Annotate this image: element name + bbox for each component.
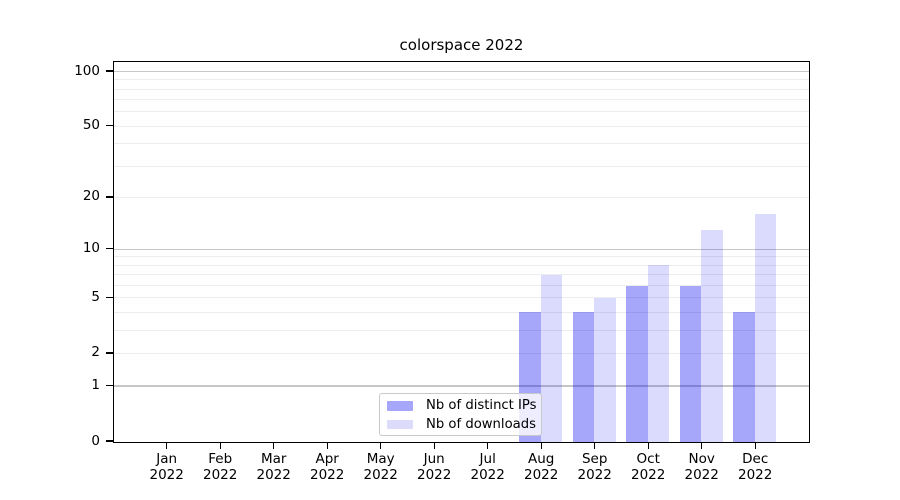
x-tick-label-oct: Oct 2022 bbox=[631, 451, 666, 483]
gridline-minor-50 bbox=[114, 125, 809, 127]
gridline-minor-8 bbox=[114, 264, 809, 266]
y-tick-label-10: 10 bbox=[82, 240, 100, 257]
bar-distinct-ips-sep bbox=[572, 312, 595, 442]
gridline-minor-3 bbox=[114, 329, 809, 331]
x-tick-mark-oct bbox=[647, 442, 649, 449]
gridline-minor-90 bbox=[114, 79, 809, 81]
bar-downloads-nov bbox=[701, 229, 723, 442]
x-tick-label-apr: Apr 2022 bbox=[310, 451, 345, 483]
x-tick-label-sep: Sep 2022 bbox=[577, 451, 612, 483]
x-tick-mark-may bbox=[380, 442, 382, 449]
x-tick-mark-jun bbox=[433, 442, 435, 449]
x-tick-label-may: May 2022 bbox=[363, 451, 398, 483]
gridline-minor-5 bbox=[114, 297, 809, 299]
x-tick-mark-sep bbox=[594, 442, 596, 449]
legend-swatch-downloads bbox=[387, 419, 413, 429]
bar-distinct-ips-nov bbox=[679, 285, 702, 442]
x-tick-label-mar: Mar 2022 bbox=[256, 451, 291, 483]
y-tick-mark-20 bbox=[105, 196, 113, 198]
x-tick-mark-nov bbox=[701, 442, 703, 449]
legend: Nb of distinct IPs Nb of downloads bbox=[379, 392, 542, 436]
x-tick-label-jun: Jun 2022 bbox=[417, 451, 452, 483]
y-tick-mark-50 bbox=[105, 125, 113, 127]
legend-label-distinct-ips: Nb of distinct IPs bbox=[426, 398, 537, 414]
y-tick-mark-5 bbox=[105, 296, 113, 299]
x-tick-label-aug: Aug 2022 bbox=[524, 451, 559, 483]
gridline-major-1 bbox=[114, 385, 809, 387]
gridline-minor-4 bbox=[114, 311, 809, 313]
y-tick-label-5: 5 bbox=[91, 288, 100, 305]
legend-label-downloads: Nb of downloads bbox=[426, 416, 536, 432]
x-tick-label-jul: Jul 2022 bbox=[470, 451, 505, 483]
y-tick-mark-100 bbox=[105, 70, 113, 72]
x-tick-label-dec: Dec 2022 bbox=[738, 451, 773, 483]
y-tick-mark-10 bbox=[105, 248, 113, 250]
bar-downloads-aug bbox=[540, 274, 563, 442]
bar-distinct-ips-oct bbox=[626, 285, 648, 442]
y-tick-mark-2 bbox=[105, 352, 113, 354]
x-tick-mark-jan bbox=[166, 442, 168, 449]
gridline-minor-80 bbox=[114, 88, 809, 90]
y-tick-label-20: 20 bbox=[82, 188, 100, 205]
x-tick-label-jan: Jan 2022 bbox=[149, 451, 184, 483]
x-tick-mark-apr bbox=[326, 442, 328, 449]
bar-distinct-ips-dec bbox=[733, 312, 755, 442]
gridline-minor-2 bbox=[114, 352, 809, 354]
y-tick-mark-0 bbox=[105, 440, 113, 442]
x-tick-mark-mar bbox=[273, 442, 275, 449]
bar-downloads-oct bbox=[647, 265, 670, 442]
gridline-major-10 bbox=[114, 248, 809, 250]
x-tick-mark-jul bbox=[487, 442, 489, 449]
legend-item-downloads: Nb of downloads bbox=[387, 415, 541, 434]
x-tick-mark-dec bbox=[754, 442, 756, 449]
gridline-minor-7 bbox=[114, 274, 809, 276]
chart-title: colorspace 2022 bbox=[399, 36, 524, 54]
x-tick-mark-aug bbox=[540, 442, 542, 449]
x-tick-label-nov: Nov 2022 bbox=[684, 451, 719, 483]
gridline-minor-6 bbox=[114, 285, 809, 286]
legend-swatch-distinct-ips bbox=[387, 401, 413, 411]
gridline-minor-9 bbox=[114, 256, 809, 258]
bar-downloads-dec bbox=[754, 214, 777, 442]
gridline-minor-20 bbox=[114, 196, 809, 198]
y-tick-label-100: 100 bbox=[74, 62, 100, 79]
gridline-minor-60 bbox=[114, 111, 809, 113]
y-tick-mark-1 bbox=[105, 384, 113, 387]
plot-area bbox=[113, 60, 810, 443]
bar-downloads-sep bbox=[594, 297, 616, 442]
gridline-minor-70 bbox=[114, 99, 809, 101]
gridline-major-100 bbox=[114, 70, 809, 73]
y-tick-label-0: 0 bbox=[91, 432, 100, 449]
x-tick-label-feb: Feb 2022 bbox=[203, 451, 238, 483]
x-tick-mark-feb bbox=[219, 442, 221, 449]
y-tick-label-2: 2 bbox=[91, 344, 100, 361]
gridline-minor-40 bbox=[114, 143, 809, 145]
gridline-minor-30 bbox=[114, 165, 809, 167]
y-tick-label-1: 1 bbox=[91, 376, 100, 393]
legend-item-distinct-ips: Nb of distinct IPs bbox=[387, 397, 541, 416]
y-tick-label-50: 50 bbox=[82, 117, 100, 134]
